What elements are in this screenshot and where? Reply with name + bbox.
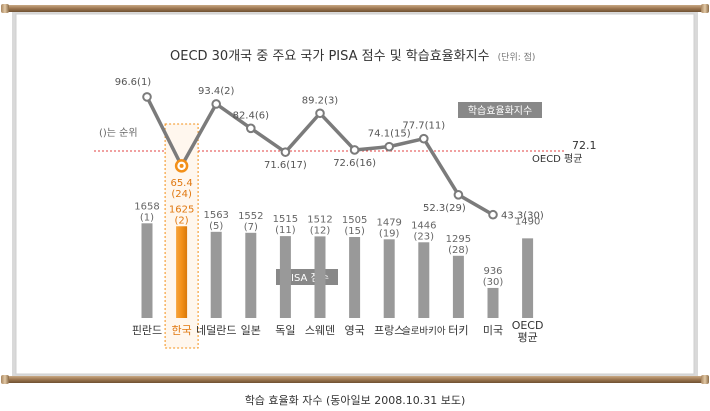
pisa-bar-독일 [279,236,291,318]
oecd-average-value: 72.1 [572,139,597,152]
category-label-미국: 미국 [483,324,503,337]
bottom-rod [6,376,704,383]
category-label-영국: 영국 [344,324,364,337]
efficiency-value-label-프랑스: 74.1(15) [368,129,411,140]
pisa-bar-영국 [349,237,361,318]
oecd-average-label: OECD 평균 [532,153,582,165]
efficiency-value-label-핀란드: 96.6(1) [115,77,152,88]
pisa-bar-스웨덴 [314,236,326,318]
efficiency-point-영국 [349,145,360,155]
pisa-rank-label-핀란드: (1) [140,212,154,223]
efficiency-point-핀란드 [142,92,152,102]
category-label-일본: 일본 [241,323,261,337]
pisa-value-label-터키: 1295 [446,234,471,245]
pisa-value-label-영국: 1505 [342,215,367,226]
pisa-value-label-프랑스: 1479 [376,217,401,228]
top-rod-cap-right [701,4,709,13]
poster-panel [15,13,695,375]
pisa-rank-label-한국: (2) [175,215,189,226]
efficiency-point-프랑스 [384,141,395,152]
efficiency-series-label: 학습효율화지수 [468,105,532,117]
pisa-rank-label-네덜란드: (5) [209,221,223,232]
category-label-터키: 터키 [448,324,468,337]
efficiency-point-독일 [280,147,291,157]
efficiency-point-미국 [488,209,498,220]
efficiency-value-label-영국: 72.6(16) [333,158,376,169]
pisa-value-label-한국: 1625 [169,204,194,215]
pisa-bar-슬로바키아 [418,242,430,318]
pisa-value-label-미국: 936 [483,266,502,277]
efficiency-value-label-스웨덴: 89.2(3) [302,95,339,106]
category-label-프랑스: 프랑스 [374,324,404,337]
pisa-rank-label-일본: (7) [244,222,258,233]
chart-title: OECD 30개국 중 주요 국가 PISA 점수 및 학습효율화지수 (단위:… [170,49,535,64]
efficiency-value-label-독일: 71.6(17) [264,160,307,171]
efficiency-point-center-한국 [179,163,184,168]
pisa-bar-터키 [452,255,464,318]
pisa-value-label-스웨덴: 1512 [307,214,332,225]
bottom-rod-cap-left [1,375,9,384]
pisa-rank-label-영국: (15) [344,226,365,237]
pisa-bar-핀란드 [141,223,153,318]
bottom-rod-cap-right [701,375,709,384]
efficiency-point-네덜란드 [211,99,221,109]
pisa-bar-미국 [487,287,499,318]
pisa-bar-일본 [245,232,257,318]
chart-caption: 학습 효율화 자수 (동아일보 2008.10.31 보도) [245,393,466,407]
pisa-bar-OECD-평균 [522,238,534,318]
pisa-bar-네덜란드 [210,231,222,318]
efficiency-value-label-슬로바키아: 77.7(11) [402,121,445,132]
pisa-rank-label-독일: (11) [275,225,296,236]
category-label-슬로바키아: 슬로바키아 [402,326,446,337]
category-label-OECD-평균: OECD 평균 [512,319,544,344]
pisa-value-label-독일: 1515 [273,214,298,225]
category-label-한국: 한국 [171,324,191,337]
efficiency-value-label-한국: 65.4 (24) [170,178,192,200]
pisa-rank-label-터키: (28) [448,245,469,256]
pisa-rank-label-슬로바키아: (23) [414,231,435,242]
pisa-value-label-핀란드: 1658 [134,201,159,212]
top-rod [6,5,704,12]
pisa-value-label-일본: 1552 [238,211,263,222]
category-label-독일: 독일 [275,323,295,337]
category-label-핀란드: 핀란드 [132,324,162,337]
efficiency-value-label-일본: 82.4(6) [233,110,270,121]
efficiency-series-label-bg [458,102,542,118]
efficiency-point-스웨덴 [315,108,325,119]
pisa-rank-label-미국: (30) [483,277,504,288]
category-label-스웨덴: 스웨덴 [305,324,335,337]
pisa-value-label-OECD-평균: 1490 [515,216,540,227]
category-label-네덜란드: 네덜란드 [196,324,236,337]
efficiency-value-label-네덜란드: 93.4(2) [198,86,235,97]
efficiency-point-터키 [453,190,464,200]
pisa-bar-한국 [176,226,188,318]
pisa-rank-label-프랑스: (19) [379,228,400,239]
efficiency-point-일본 [246,123,256,134]
pisa-rank-label-스웨덴: (12) [310,225,331,236]
efficiency-point-슬로바키아 [419,133,429,144]
pisa-value-label-슬로바키아: 1446 [411,220,436,231]
top-rod-cap-left [1,4,9,13]
pisa-bar-프랑스 [383,239,395,318]
efficiency-value-label-미국: 43.3(30) [501,211,544,222]
efficiency-value-label-터키: 52.3(29) [423,203,466,214]
rank-note: ()는 순위 [99,126,138,139]
pisa-value-label-네덜란드: 1563 [203,210,228,221]
